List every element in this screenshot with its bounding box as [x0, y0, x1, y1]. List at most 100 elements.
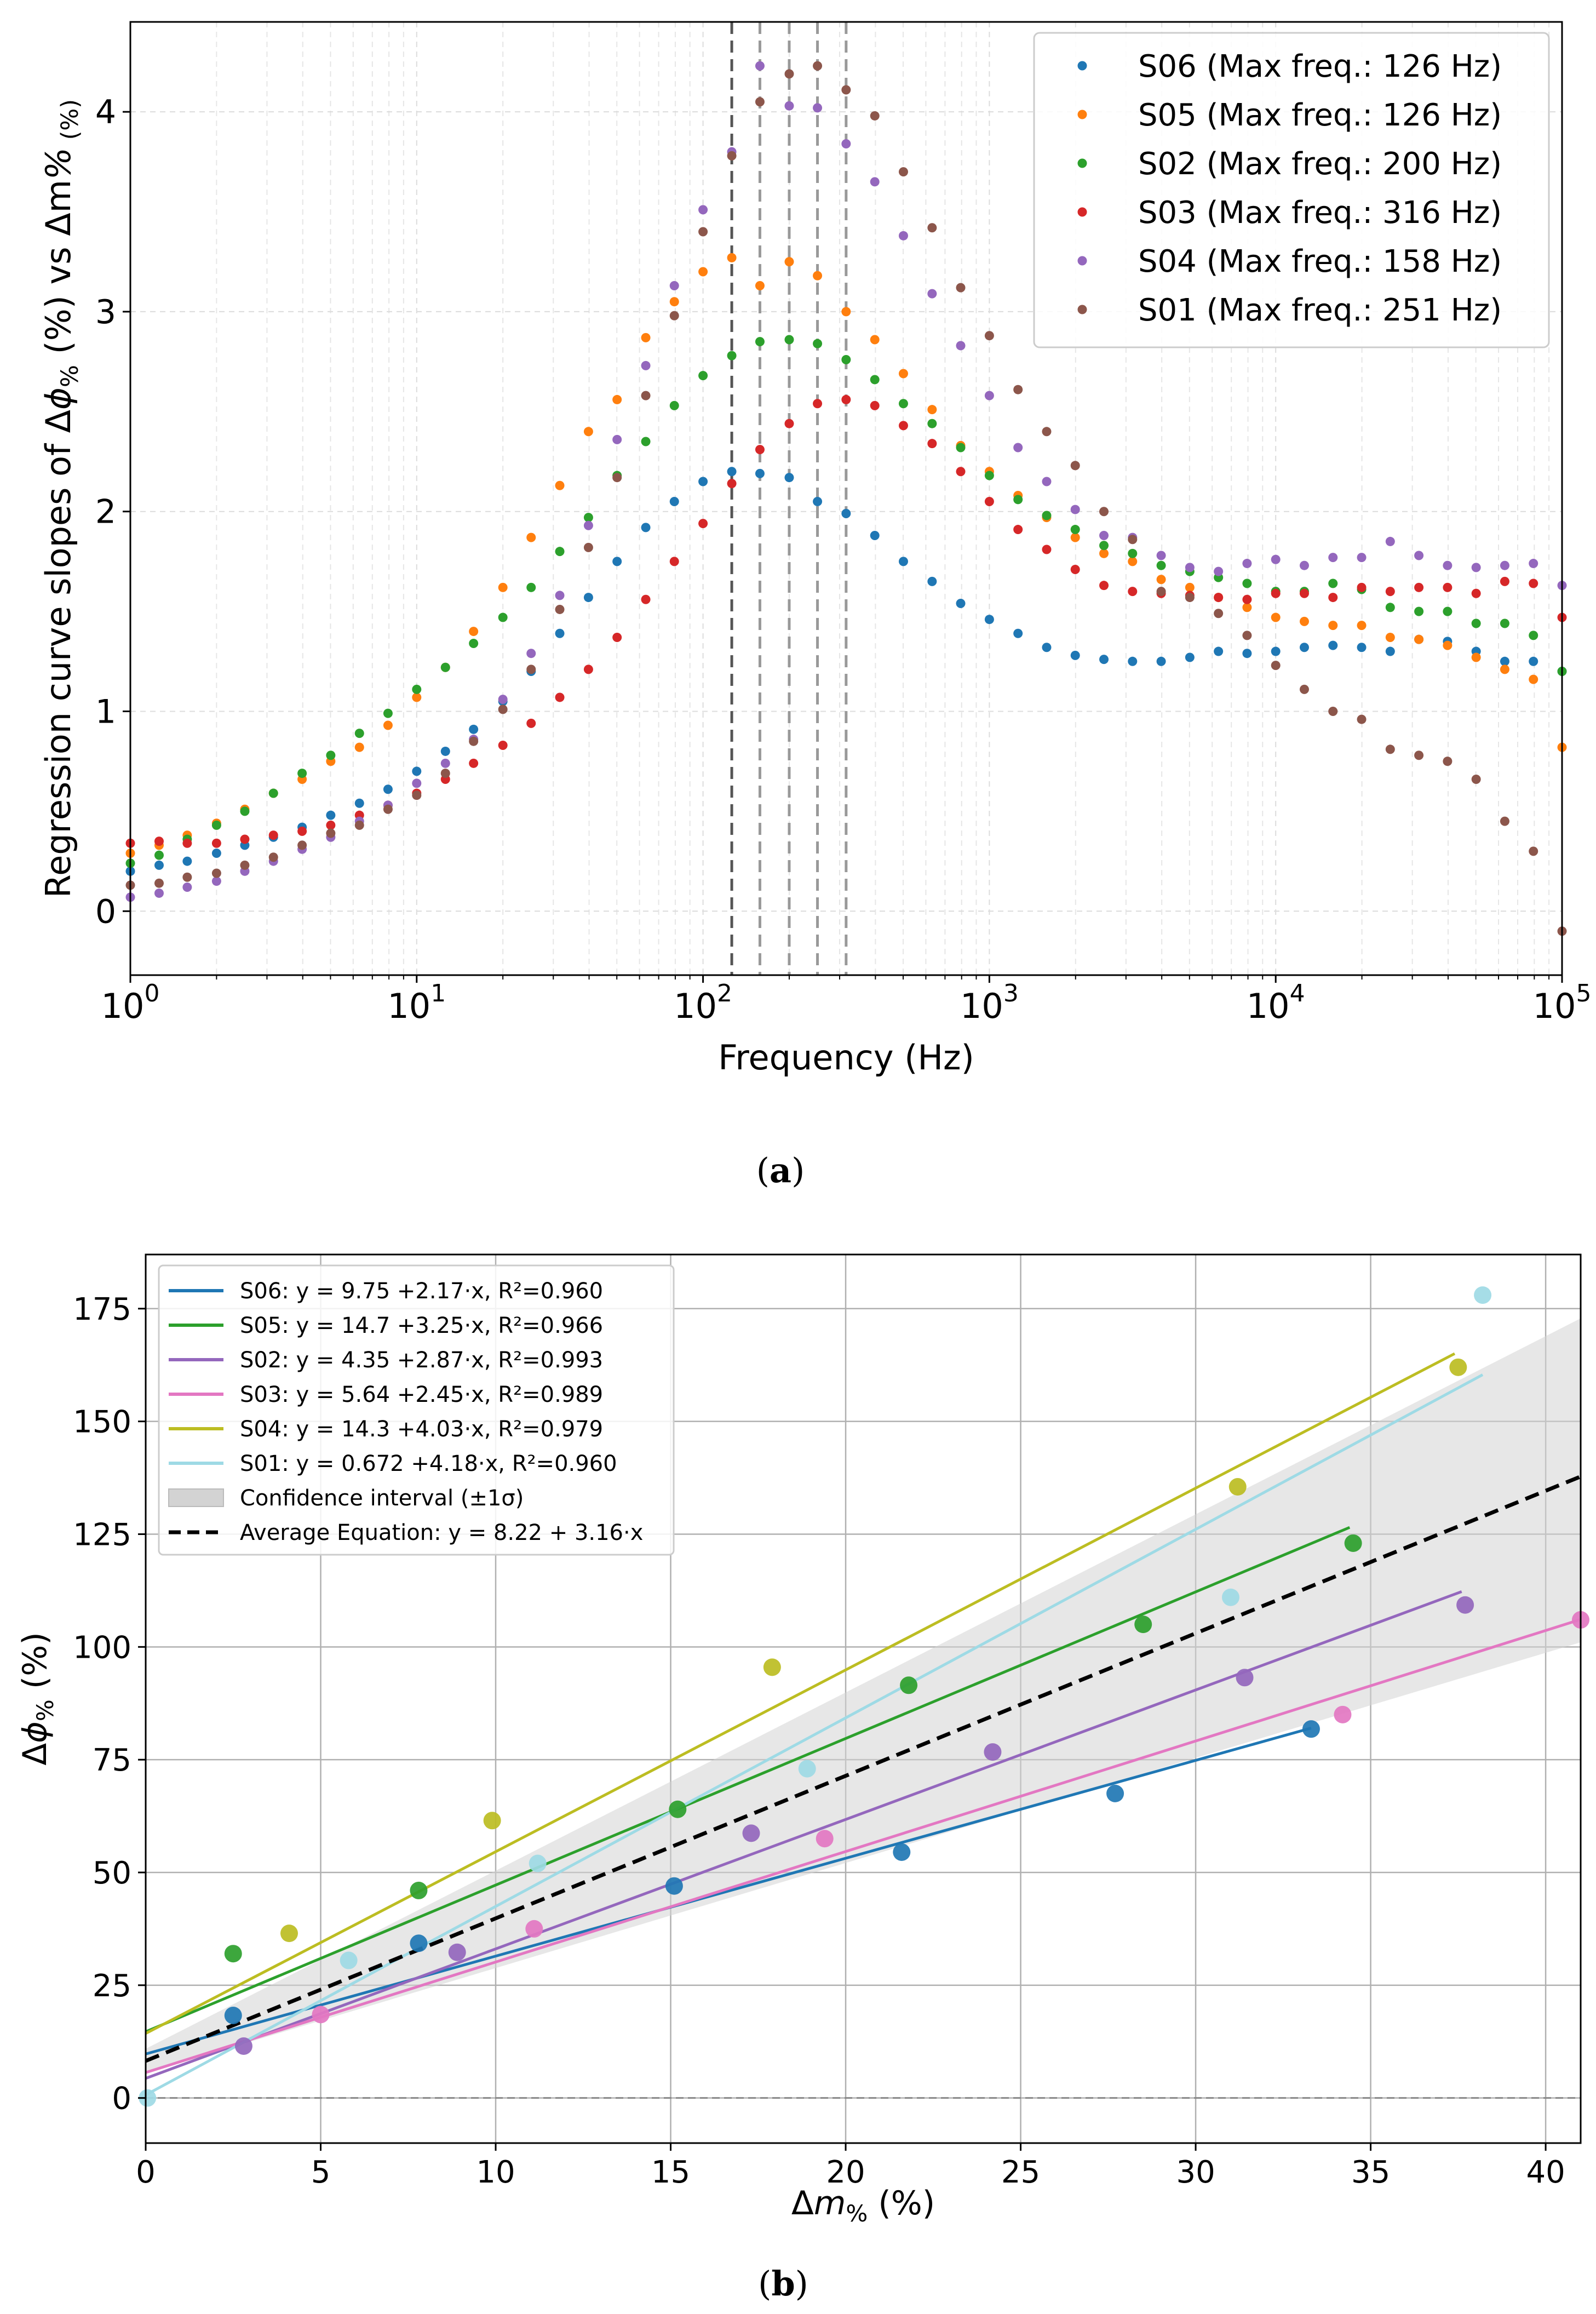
- x-tick-label: 102: [674, 980, 732, 1026]
- data-point: [469, 638, 479, 648]
- legend-box: [158, 1264, 675, 1556]
- legend-marker: [1077, 256, 1087, 266]
- data-point: [1070, 505, 1080, 514]
- data-point: [755, 445, 765, 455]
- plot-frame: [129, 21, 1563, 976]
- data-point: [1128, 587, 1138, 597]
- data-point: [1328, 621, 1338, 631]
- data-point: [469, 724, 479, 734]
- data-point: [1042, 477, 1052, 486]
- data-point: [354, 820, 364, 830]
- data-point: [526, 649, 536, 658]
- data-point: [612, 473, 622, 483]
- data-point: [1099, 530, 1109, 540]
- data-point: [1500, 618, 1509, 628]
- data-point: [1070, 525, 1080, 535]
- legend-label: S02 (Max freq.: 200 Hz): [1138, 146, 1502, 182]
- data-point: [211, 820, 221, 830]
- x-tick-label: 101: [387, 980, 446, 1026]
- data-point: [784, 473, 794, 483]
- data-point: [1099, 541, 1109, 551]
- data-point: [326, 751, 336, 760]
- data-point: [182, 838, 192, 848]
- data-point: [211, 868, 221, 878]
- data-point: [383, 720, 393, 730]
- legend-marker: [1077, 305, 1087, 314]
- data-point: [410, 1934, 428, 1952]
- data-point: [1106, 1784, 1124, 1802]
- data-point: [1185, 563, 1195, 572]
- data-point: [612, 557, 622, 566]
- data-point: [498, 612, 508, 622]
- data-point: [1328, 553, 1338, 563]
- data-point: [927, 419, 937, 428]
- data-point: [1271, 661, 1281, 671]
- legend-label: S04 (Max freq.: 158 Hz): [1138, 244, 1502, 279]
- data-point: [211, 838, 221, 848]
- data-point: [1070, 461, 1080, 471]
- data-point: [1529, 631, 1538, 640]
- legend-marker: [1077, 110, 1087, 119]
- data-point: [1529, 674, 1538, 684]
- data-point: [1456, 1596, 1474, 1614]
- data-point: [755, 97, 765, 107]
- data-point: [583, 520, 593, 530]
- data-point: [1443, 560, 1453, 570]
- data-point: [927, 405, 937, 415]
- data-point: [984, 471, 994, 480]
- data-point: [268, 852, 278, 862]
- data-point: [1414, 606, 1424, 616]
- data-point: [1471, 588, 1481, 598]
- data-point: [154, 888, 164, 898]
- data-point: [870, 177, 880, 187]
- data-point: [698, 205, 708, 215]
- data-point: [1242, 603, 1252, 612]
- data-point: [1134, 1616, 1152, 1634]
- data-point: [813, 61, 823, 71]
- data-point: [412, 684, 422, 694]
- data-point: [698, 477, 708, 486]
- data-point: [813, 103, 823, 113]
- data-point: [669, 281, 679, 291]
- legend-label: S01: y = 0.672 +4.18·x, R²=0.960: [240, 1451, 617, 1476]
- data-point: [1414, 551, 1424, 560]
- data-point: [1385, 587, 1395, 597]
- data-point: [555, 591, 565, 600]
- data-point: [1328, 706, 1338, 716]
- data-point: [641, 360, 651, 370]
- data-point: [1385, 536, 1395, 546]
- regression-line-5: [145, 1373, 1484, 2097]
- data-point: [1474, 1286, 1492, 1304]
- legend-marker: [1077, 61, 1087, 71]
- data-point: [268, 830, 278, 840]
- data-point: [1357, 621, 1367, 631]
- data-point: [440, 662, 450, 672]
- data-point: [698, 371, 708, 381]
- points-series-5: [139, 1286, 1492, 2107]
- data-point: [641, 437, 651, 446]
- data-point: [1471, 618, 1481, 628]
- data-point: [1242, 559, 1252, 569]
- data-point: [763, 1658, 781, 1676]
- data-point: [297, 840, 307, 850]
- data-point: [1214, 566, 1224, 576]
- data-point: [326, 828, 336, 838]
- data-point: [755, 61, 765, 71]
- data-point: [612, 434, 622, 444]
- data-point: [182, 872, 192, 882]
- series-5: [125, 61, 1567, 936]
- data-point: [669, 400, 679, 410]
- data-point: [784, 69, 794, 79]
- data-point: [234, 2037, 252, 2055]
- y-tick-label: 3: [95, 293, 116, 331]
- data-point: [583, 542, 593, 552]
- data-point: [1013, 385, 1023, 394]
- data-point: [498, 704, 508, 714]
- data-point: [1013, 443, 1023, 453]
- data-point: [268, 788, 278, 798]
- data-point: [1328, 640, 1338, 650]
- data-point: [1299, 684, 1309, 694]
- data-point: [1128, 656, 1138, 666]
- data-point: [984, 615, 994, 625]
